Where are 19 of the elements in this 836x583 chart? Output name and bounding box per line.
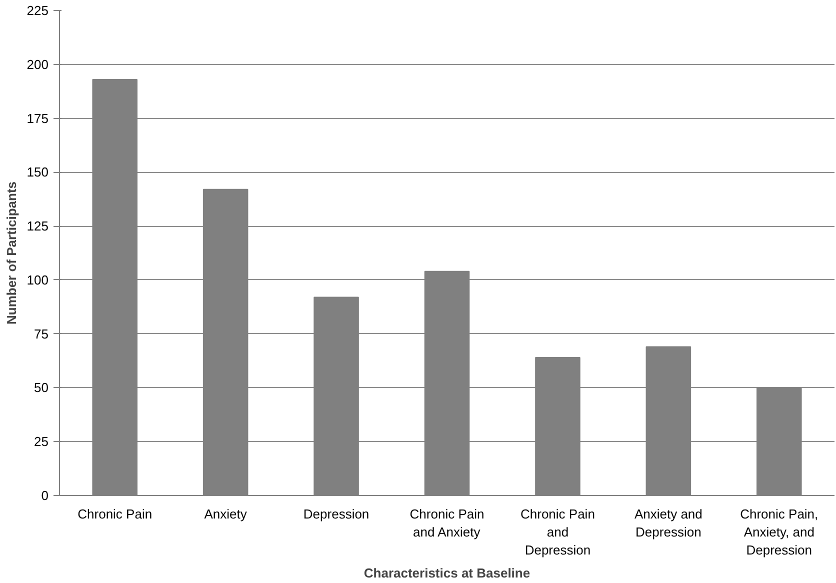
y-tick-label: 175: [26, 110, 49, 126]
x-tick-label: Chronic Pain and Depression: [520, 506, 595, 558]
y-tick-label: 200: [26, 56, 49, 72]
y-tick-label: 225: [26, 3, 49, 18]
y-tick-label: 75: [34, 326, 49, 342]
x-tick-label: Chronic Pain: [78, 506, 152, 522]
x-tick-label: Chronic Pain, Anxiety, and Depression: [740, 506, 818, 558]
y-tick-label: 150: [26, 164, 49, 180]
y-tick-label: 50: [34, 380, 49, 396]
y-tick-label: 25: [34, 434, 49, 450]
x-tick-label: Depression: [303, 506, 370, 522]
y-tick-label: 100: [26, 272, 49, 288]
x-tick-label: Chronic Pain and Anxiety: [410, 506, 484, 540]
y-tick-label: 125: [26, 218, 49, 234]
y-axis-title: Number of Participants: [4, 181, 19, 325]
y-tick-label: 0: [41, 488, 49, 503]
x-tick-label: Anxiety and Depression: [634, 506, 702, 540]
x-tick-label: Anxiety: [204, 506, 248, 522]
x-axis-title: Characteristics at Baseline: [364, 566, 530, 580]
